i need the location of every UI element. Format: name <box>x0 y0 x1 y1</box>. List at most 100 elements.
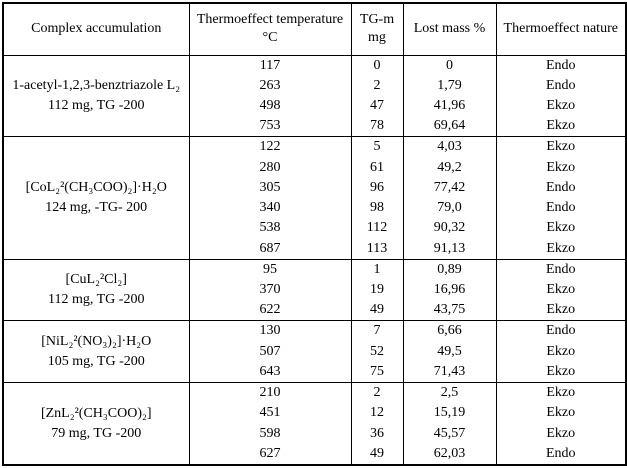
temp-cell: 498 <box>188 95 352 117</box>
temp-cell: 538 <box>188 218 352 239</box>
tg-cell: 7 <box>350 320 404 342</box>
mass-cell: 2,5 <box>402 382 497 404</box>
complex-formula: [ZnL₂²(CH₃COO)₂] <box>40 405 152 421</box>
mass-cell: 45,57 <box>402 423 497 444</box>
temp-cell: 95 <box>188 258 352 280</box>
nature-cell: Ekzo <box>495 136 627 158</box>
mass-cell: 0 <box>402 54 497 76</box>
header-label: Thermoeffect temperature <box>196 12 344 28</box>
nature-cell: Endo <box>495 198 627 219</box>
table-row: 622 49 43,75 Ekzo <box>3 300 627 321</box>
complex-name-cell: [CuL₂²Cl₂] 112 mg, TG -200 <box>2 258 190 321</box>
col-header-temperature: Thermoeffect temperature °C <box>188 3 352 56</box>
table-row: [CuL₂²Cl₂] 112 mg, TG -200 95 1 0,89 End… <box>2 258 627 321</box>
temp-cell: 280 <box>188 157 352 178</box>
table-row: 1-acetyl-1,2,3-benztriazole L₂ 112 mg, T… <box>2 54 627 137</box>
tg-cell: 19 <box>350 279 404 301</box>
complex-note: 124 mg, -TG- 200 <box>45 200 148 216</box>
tg-cell: 61 <box>350 157 404 178</box>
nature-cell: Endo <box>495 443 627 465</box>
table-row: 451 12 15,19 Ekzo <box>3 403 627 424</box>
mass-cell: 16,96 <box>402 279 497 301</box>
nature-cell: Ekzo <box>495 403 627 424</box>
tg-cell: 75 <box>350 361 404 383</box>
table-row: 538 112 90,32 Ekzo <box>3 218 627 239</box>
tg-cell: 98 <box>350 198 404 219</box>
complex-name-cell: [ZnL₂²(CH₃COO)₂] 79 mg, TG -200 <box>2 382 190 465</box>
complex-formula: [CoL₂²(CH₃COO)₂]·H₂O <box>25 180 167 196</box>
temp-cell: 305 <box>188 177 352 199</box>
complex-formula: [CuL₂²Cl₂] <box>65 272 127 288</box>
mass-cell: 41,96 <box>402 95 497 117</box>
nature-cell: Ekzo <box>495 382 627 404</box>
header-label: °C <box>262 30 278 46</box>
temp-cell: 687 <box>188 238 352 260</box>
table-row: 627 49 62,03 Endo <box>3 443 627 465</box>
tg-cell: 0 <box>350 54 404 76</box>
header-label: Lost mass % <box>413 21 486 37</box>
temp-cell: 370 <box>188 279 352 301</box>
temp-cell: 263 <box>188 75 352 96</box>
mass-cell: 15,19 <box>402 403 497 424</box>
complex-name-cell: 1-acetyl-1,2,3-benztriazole L₂ 112 mg, T… <box>2 54 190 137</box>
col-header-complex: Complex accumulation <box>2 3 190 56</box>
tg-cell: 5 <box>350 136 404 158</box>
complex-formula: [NiL₂²(NO₃)₂]·H₂O <box>41 333 152 349</box>
tg-cell: 96 <box>350 177 404 199</box>
table-row: 753 78 69,64 Ekzo <box>3 116 627 137</box>
tg-cell: 49 <box>350 300 404 321</box>
nature-cell: Endo <box>495 320 627 342</box>
nature-cell: Ekzo <box>495 279 627 301</box>
temp-cell: 340 <box>188 198 352 219</box>
nature-cell: Ekzo <box>495 341 627 362</box>
table-row: 507 52 49,5 Ekzo <box>3 341 627 362</box>
complex-note: 112 mg, TG -200 <box>48 292 145 308</box>
col-header-nature: Thermoeffect nature <box>495 3 627 56</box>
table-row: [NiL₂²(NO₃)₂]·H₂O 105 mg, TG -200 130 7 … <box>2 320 627 383</box>
complex-name-cell: [NiL₂²(NO₃)₂]·H₂O 105 mg, TG -200 <box>2 320 190 383</box>
mass-cell: 1,79 <box>402 75 497 96</box>
table-row: [CoL₂²(CH₃COO)₂]·H₂O 124 mg, -TG- 200 12… <box>2 136 627 260</box>
nature-cell: Ekzo <box>495 95 627 117</box>
col-header-lost-mass: Lost mass % <box>402 3 497 56</box>
tg-cell: 2 <box>350 382 404 404</box>
tg-cell: 47 <box>350 95 404 117</box>
table-row: 340 98 79,0 Endo <box>3 198 627 219</box>
nature-cell: Ekzo <box>495 300 627 321</box>
header-label: Thermoeffect nature <box>503 21 618 37</box>
mass-cell: 62,03 <box>402 443 497 465</box>
temp-cell: 598 <box>188 423 352 444</box>
tg-cell: 1 <box>350 258 404 280</box>
nature-cell: Endo <box>495 75 627 96</box>
nature-cell: Endo <box>495 258 627 280</box>
mass-cell: 71,43 <box>402 361 497 383</box>
nature-cell: Ekzo <box>495 116 627 137</box>
table-row: [ZnL₂²(CH₃COO)₂] 79 mg, TG -200 210 2 2,… <box>2 382 627 465</box>
header-label: mg <box>368 30 386 46</box>
nature-cell: Ekzo <box>495 238 627 260</box>
nature-cell: Endo <box>495 177 627 199</box>
nature-cell: Ekzo <box>495 218 627 239</box>
header-row: Complex accumulation Thermoeffect temper… <box>2 3 627 56</box>
complex-note: 105 mg, TG -200 <box>47 353 145 369</box>
nature-cell: Ekzo <box>495 361 627 383</box>
table-row: 263 2 1,79 Endo <box>3 75 627 96</box>
temp-cell: 643 <box>188 361 352 383</box>
tg-cell: 113 <box>350 238 404 260</box>
mass-cell: 91,13 <box>402 238 497 260</box>
tg-cell: 2 <box>350 75 404 96</box>
temp-cell: 627 <box>188 443 352 465</box>
table-row: 598 36 45,57 Ekzo <box>3 423 627 444</box>
mass-cell: 6,66 <box>402 320 497 342</box>
tg-cell: 49 <box>350 443 404 465</box>
table-row: 643 75 71,43 Ekzo <box>3 361 627 383</box>
tg-cell: 52 <box>350 341 404 362</box>
temp-cell: 122 <box>188 136 352 158</box>
mass-cell: 0,89 <box>402 258 497 280</box>
table-row: 370 19 16,96 Ekzo <box>3 279 627 301</box>
tg-cell: 36 <box>350 423 404 444</box>
mass-cell: 49,5 <box>402 341 497 362</box>
temp-cell: 451 <box>188 403 352 424</box>
tg-cell: 112 <box>350 218 404 239</box>
